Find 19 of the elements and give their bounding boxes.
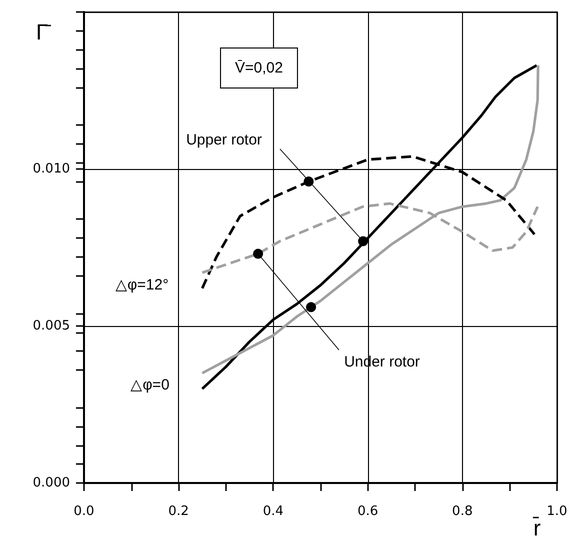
annotation: V̄=0,02 <box>235 60 283 76</box>
y-tick-label: 0.000 <box>32 476 70 490</box>
point <box>253 248 264 259</box>
x-tick-label: 0.8 <box>452 504 473 519</box>
point <box>358 236 368 246</box>
x-tick-label: 0.6 <box>357 504 378 519</box>
point <box>306 302 316 312</box>
annotation: △φ=12° <box>115 276 169 294</box>
x-tick-label: 0.2 <box>168 504 189 519</box>
x-tick-label: 0.4 <box>262 504 284 519</box>
annotation: Upper rotor <box>186 132 262 148</box>
x-axis-title: r̄ <box>532 516 541 540</box>
y-tick-label: 0.005 <box>32 318 70 334</box>
point <box>304 176 314 187</box>
x-tick-label: 0.0 <box>74 504 94 519</box>
annotation: △φ=0 <box>130 376 170 394</box>
y-axis-title: Γ̄ <box>36 20 52 44</box>
x-tick-label: 1.0 <box>546 504 568 519</box>
y-tick-label: 0.010 <box>32 162 70 176</box>
